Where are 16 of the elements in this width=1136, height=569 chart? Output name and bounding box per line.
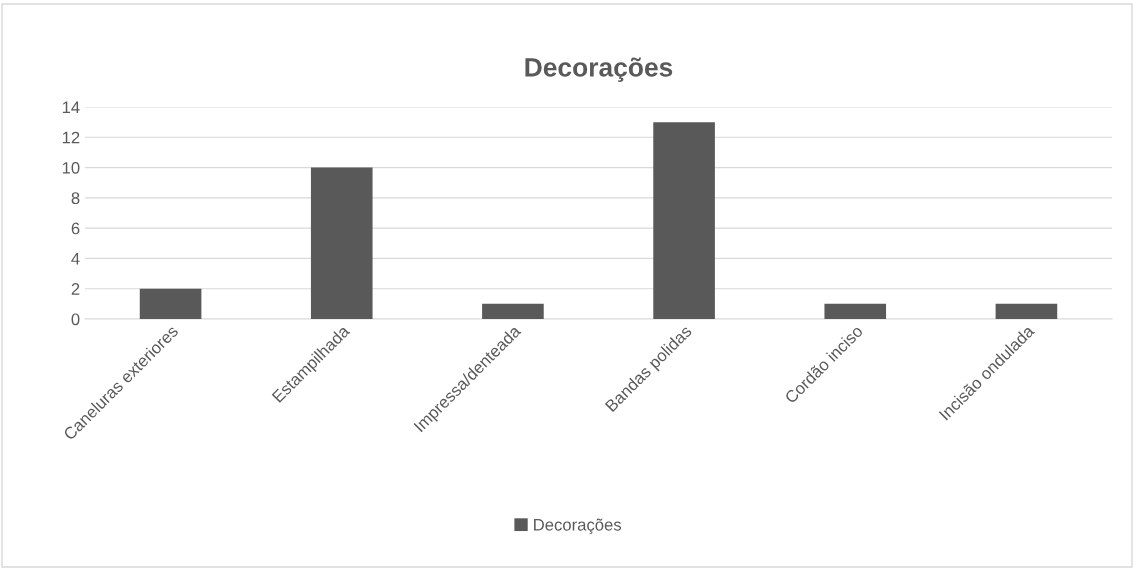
y-tick-label: 14 bbox=[62, 101, 80, 114]
y-tick-label: 8 bbox=[71, 192, 80, 205]
chart-title: Decorações bbox=[525, 57, 673, 82]
bar bbox=[995, 303, 1058, 319]
y-tick-label: 4 bbox=[71, 253, 80, 265]
bar bbox=[482, 303, 544, 319]
bar bbox=[824, 303, 887, 319]
bar bbox=[653, 122, 715, 319]
y-tick-label: 10 bbox=[62, 161, 80, 174]
y-tick-label: 0 bbox=[71, 313, 80, 326]
y-tick-label: 12 bbox=[62, 131, 80, 144]
y-tick-label: 2 bbox=[71, 283, 80, 295]
bar bbox=[139, 288, 202, 319]
y-tick-label: 6 bbox=[71, 222, 80, 235]
bar bbox=[310, 167, 373, 319]
legend-label: Decorações bbox=[534, 518, 622, 534]
